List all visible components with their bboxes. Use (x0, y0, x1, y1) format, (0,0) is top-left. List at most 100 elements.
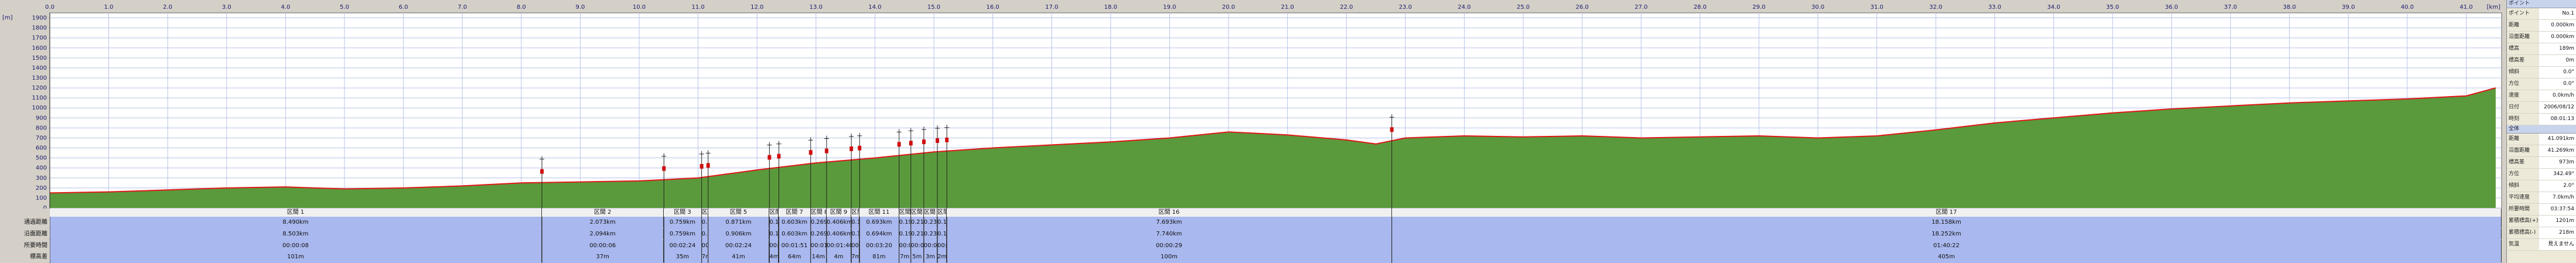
panel-value: 2.0° (2539, 180, 2576, 192)
section-name: 区間 2 (542, 209, 664, 217)
section-value: 00:01:40 (811, 240, 827, 251)
elevation-chart: [m] [km] 0 100 200 300 400 500 600 700 800 900 100… (2, 4, 2502, 263)
section-name: 区間 14 (923, 209, 938, 217)
x-tick-label: 19.0 (1163, 4, 1176, 11)
y-tick-label: 900 (36, 115, 47, 121)
x-tick-label: 40.0 (2401, 4, 2414, 11)
panel-label: 気温 (2509, 241, 2520, 247)
y-tick-label: 300 (36, 175, 47, 182)
panel-value: 0.0° (2539, 67, 2576, 78)
section-name: 区間 15 (937, 209, 947, 217)
y-tick-label: 1200 (32, 85, 47, 91)
y-tick-label: 1700 (32, 35, 47, 42)
info-panel: ポイント ポイント No.1 距離 0.000km 沿面距離 0.000km 標高 189m 標高… (2506, 0, 2576, 263)
panel-value: 41.091km (2539, 134, 2576, 145)
section-value: 7m (851, 251, 860, 263)
y-tick-label: 1000 (32, 105, 47, 111)
section-value: 5m (911, 251, 924, 263)
x-tick-label: 20.0 (1222, 4, 1235, 11)
section-value: 0.155km (769, 217, 779, 228)
waypoint-flag (767, 155, 772, 160)
section-value: 7.693km (947, 217, 1392, 228)
panel-row: ポイント No.1 (2507, 8, 2576, 20)
section-value: 00:02:24 (664, 240, 702, 251)
section-value: 4m (827, 251, 852, 263)
x-tick-label: 16.0 (986, 4, 999, 11)
x-tick-label: 28.0 (1694, 4, 1707, 11)
panel-label: ポイント (2509, 11, 2530, 16)
panel-row: 傾斜 0.0° (2507, 67, 2576, 78)
waypoint-flag (700, 163, 704, 169)
panel-value: 7.0km/h (2539, 192, 2576, 203)
section-value: 00:00:20 (851, 240, 860, 251)
panel-label: 日付 (2509, 104, 2520, 110)
x-axis-label: [km] (2487, 4, 2500, 11)
waypoint-flag (1390, 127, 1394, 132)
waypoint-flag (858, 145, 862, 151)
y-tick-label: 1100 (32, 95, 47, 101)
section-value: 0.603km (779, 228, 811, 240)
panel-row: 距離 0.000km (2507, 20, 2576, 32)
section-value: 0.101km (702, 228, 708, 240)
section-value: 0.193km (899, 228, 911, 240)
section-value: 0.406km (827, 217, 852, 228)
panel-label: 沿面距離 (2509, 148, 2530, 153)
panel-label: 傾斜 (2509, 69, 2520, 75)
waypoint-flag (909, 141, 913, 146)
x-tick-label: 0.0 (45, 4, 54, 11)
section-value: 7.740km (947, 228, 1392, 240)
section-value: 0.693km (859, 217, 899, 228)
section-value: 81m (859, 251, 899, 263)
waypoint-flag (945, 137, 949, 142)
x-tick-label: 37.0 (2224, 4, 2237, 11)
x-tick-label: 31.0 (1870, 4, 1883, 11)
panel-row: 方位 342.49° (2507, 169, 2576, 180)
section-value: 18.158km (1392, 217, 2502, 228)
x-tick-label: 18.0 (1104, 4, 1117, 11)
section-value: 0.269km (811, 228, 827, 240)
x-tick-label: 12.0 (750, 4, 763, 11)
panel-label: 距離 (2509, 136, 2520, 142)
y-tick-label: 700 (36, 135, 47, 141)
y-tick-label: 1900 (32, 15, 47, 22)
section-value: 0.871km (708, 217, 770, 228)
waypoint-flag (706, 163, 710, 168)
x-tick-label: 5.0 (340, 4, 349, 11)
panel-row: 標高差 973m (2507, 157, 2576, 169)
panel-row: 沿面距離 0.000km (2507, 32, 2576, 43)
section-value: 2m (937, 251, 947, 263)
section-value: 0.269km (811, 217, 827, 228)
x-tick-label: 27.0 (1635, 4, 1647, 11)
x-tick-label: 15.0 (927, 4, 940, 11)
x-tick-label: 14.0 (868, 4, 881, 11)
section-name: 区間 7 (779, 209, 811, 217)
x-tick-label: 11.0 (691, 4, 704, 11)
section-name: 区間 16 (947, 209, 1392, 217)
section-name: 区間 1 (50, 209, 543, 217)
section-value: 405m (1392, 251, 2502, 263)
section-value: 00:00:08 (50, 240, 543, 251)
x-tick-label: 9.0 (575, 4, 585, 11)
section-value: 0.218km (911, 217, 924, 228)
x-tick-label: 6.0 (399, 4, 408, 11)
x-tick-label: 23.0 (1399, 4, 1412, 11)
section-value: 14m (811, 251, 827, 263)
x-tick-label: 3.0 (222, 4, 231, 11)
section-value: 00:02:24 (708, 240, 770, 251)
panel-header: 全体 (2507, 125, 2576, 134)
section-value: 0.694km (859, 228, 899, 240)
section-name: 区間 3 (664, 209, 702, 217)
section-value: 0.906km (708, 228, 770, 240)
panel-row: 累積標高(-) 218m (2507, 227, 2576, 239)
x-tick-label: 10.0 (633, 4, 646, 11)
section-value: 4m (769, 251, 779, 263)
section-name: 区間 10 (851, 209, 860, 217)
section-value: 8.503km (50, 228, 543, 240)
waypoint-flag (777, 153, 781, 159)
panel-value: 08:01:13 (2539, 114, 2576, 125)
panel-row: 日付 2006/08/12 (2507, 102, 2576, 114)
section-value: 00:00:14 (924, 240, 938, 251)
waypoint-flag (849, 146, 854, 152)
section-value: 00:00:11 (937, 240, 947, 251)
y-tick-label: 1600 (32, 45, 47, 52)
